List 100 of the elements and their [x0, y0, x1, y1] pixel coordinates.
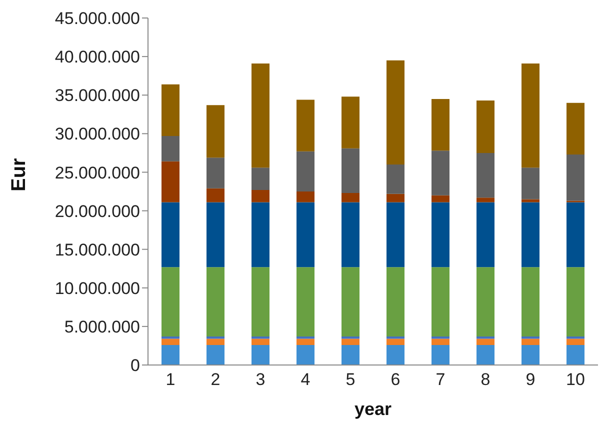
bar [342, 148, 360, 194]
bar [432, 202, 450, 268]
y-tick-label: 10.000.000 [54, 278, 140, 298]
bar [386, 338, 404, 345]
x-tick-label: 7 [436, 370, 446, 390]
y-tick-label: 0 [130, 356, 140, 376]
bar [522, 336, 540, 339]
bar [206, 105, 224, 158]
bar [162, 161, 180, 202]
bar [206, 202, 224, 268]
bar [206, 336, 224, 339]
bar [522, 199, 540, 202]
x-tick-label: 4 [300, 370, 310, 390]
bar [162, 338, 180, 345]
bar [252, 63, 270, 168]
bar [566, 102, 584, 154]
bar [296, 267, 314, 336]
bar [162, 267, 180, 336]
bar [476, 198, 494, 202]
bar [476, 344, 494, 365]
bar [386, 164, 404, 194]
bar [386, 194, 404, 202]
bar [432, 338, 450, 345]
bar [162, 336, 180, 339]
bar [162, 84, 180, 136]
x-tick-label: 9 [526, 370, 536, 390]
bar [206, 267, 224, 336]
bar [566, 344, 584, 365]
bar [252, 338, 270, 345]
x-tick-label: 8 [480, 370, 490, 390]
bar [206, 344, 224, 365]
y-tick-label: 15.000.000 [54, 240, 140, 260]
x-tick-label: 3 [256, 370, 266, 390]
bar [342, 338, 360, 345]
y-tick-label: 5.000.000 [64, 317, 140, 336]
x-tick-label: 1 [166, 370, 176, 390]
bar [522, 168, 540, 200]
bar [342, 344, 360, 365]
bar [342, 336, 360, 339]
bar [296, 202, 314, 268]
bar [386, 267, 404, 336]
bar [476, 100, 494, 153]
bar [252, 202, 270, 268]
bar [206, 188, 224, 202]
x-tick-label: 6 [390, 370, 400, 390]
x-tick-label: 5 [346, 370, 356, 390]
bar [386, 336, 404, 339]
bar [296, 151, 314, 192]
bar [206, 338, 224, 345]
y-tick-label: 25.000.000 [54, 163, 140, 182]
bar [296, 336, 314, 339]
bar [522, 63, 540, 168]
bar [432, 150, 450, 196]
bar [162, 202, 180, 268]
bar [342, 202, 360, 268]
bar [252, 190, 270, 202]
bar [476, 202, 494, 268]
bar [296, 192, 314, 202]
bar [386, 60, 404, 165]
bar [566, 336, 584, 339]
bar [476, 267, 494, 336]
x-tick-label: 10 [566, 370, 585, 390]
bar [342, 193, 360, 202]
x-axis-title: year [354, 399, 392, 419]
bar [296, 338, 314, 345]
bar [566, 154, 584, 201]
bar [162, 344, 180, 365]
bar [432, 336, 450, 339]
y-tick-label: 30.000.000 [54, 124, 140, 144]
bar [476, 336, 494, 339]
bar [252, 344, 270, 365]
bar [522, 338, 540, 345]
y-tick-label: 40.000.000 [54, 48, 140, 67]
bar [206, 158, 224, 188]
bar [476, 152, 494, 198]
bar [342, 96, 360, 148]
bar [522, 267, 540, 336]
bar [386, 202, 404, 268]
bar [432, 344, 450, 365]
y-tick-label: 45.000.000 [54, 9, 140, 28]
bar [342, 267, 360, 336]
bar [566, 202, 584, 268]
bar [522, 202, 540, 268]
bar [566, 338, 584, 345]
bar [432, 267, 450, 336]
bar [252, 168, 270, 190]
bar [296, 100, 314, 152]
bar [432, 195, 450, 202]
bar [522, 344, 540, 365]
y-tick-label: 20.000.000 [54, 202, 140, 221]
bar [252, 336, 270, 339]
bar [386, 344, 404, 365]
bar [296, 344, 314, 365]
x-tick-label: 2 [210, 370, 220, 390]
bar [252, 267, 270, 336]
y-axis-title: Eur [8, 158, 30, 192]
y-tick-label: 35.000.000 [54, 86, 140, 106]
bar [566, 267, 584, 336]
bar [162, 136, 180, 162]
bar [476, 338, 494, 345]
